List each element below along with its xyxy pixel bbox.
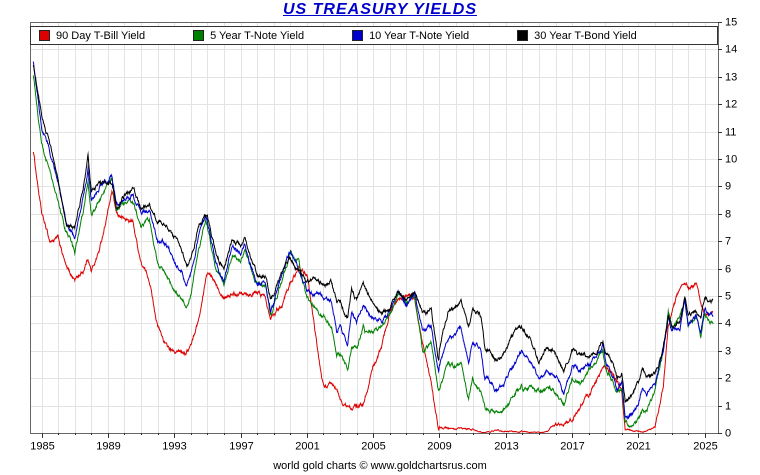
chart-footer: world gold charts © www.goldchartsrus.co… [273, 460, 487, 472]
chart-title: US TREASURY YIELDS [282, 1, 478, 18]
legend-item: 90 Day T-Bill Yield [39, 30, 145, 42]
legend-label: 10 Year T-Note Yield [369, 29, 470, 42]
legend-swatch [517, 30, 529, 41]
legend-label: 90 Day T-Bill Yield [56, 29, 146, 42]
legend-swatch [39, 30, 50, 41]
legend-item: 10 Year T-Note Yield [352, 30, 469, 42]
legend-swatch [193, 30, 205, 41]
legend-label: 5 Year T-Note Yield [210, 29, 305, 42]
legend-item: 30 Year T-Bond Yield [517, 30, 637, 42]
legend: 90 Day T-Bill Yield 5 Year T-Note Yield … [30, 26, 718, 45]
legend-swatch [352, 30, 364, 41]
legend-item: 5 Year T-Note Yield [193, 30, 304, 42]
legend-label: 30 Year T-Bond Yield [534, 29, 637, 42]
